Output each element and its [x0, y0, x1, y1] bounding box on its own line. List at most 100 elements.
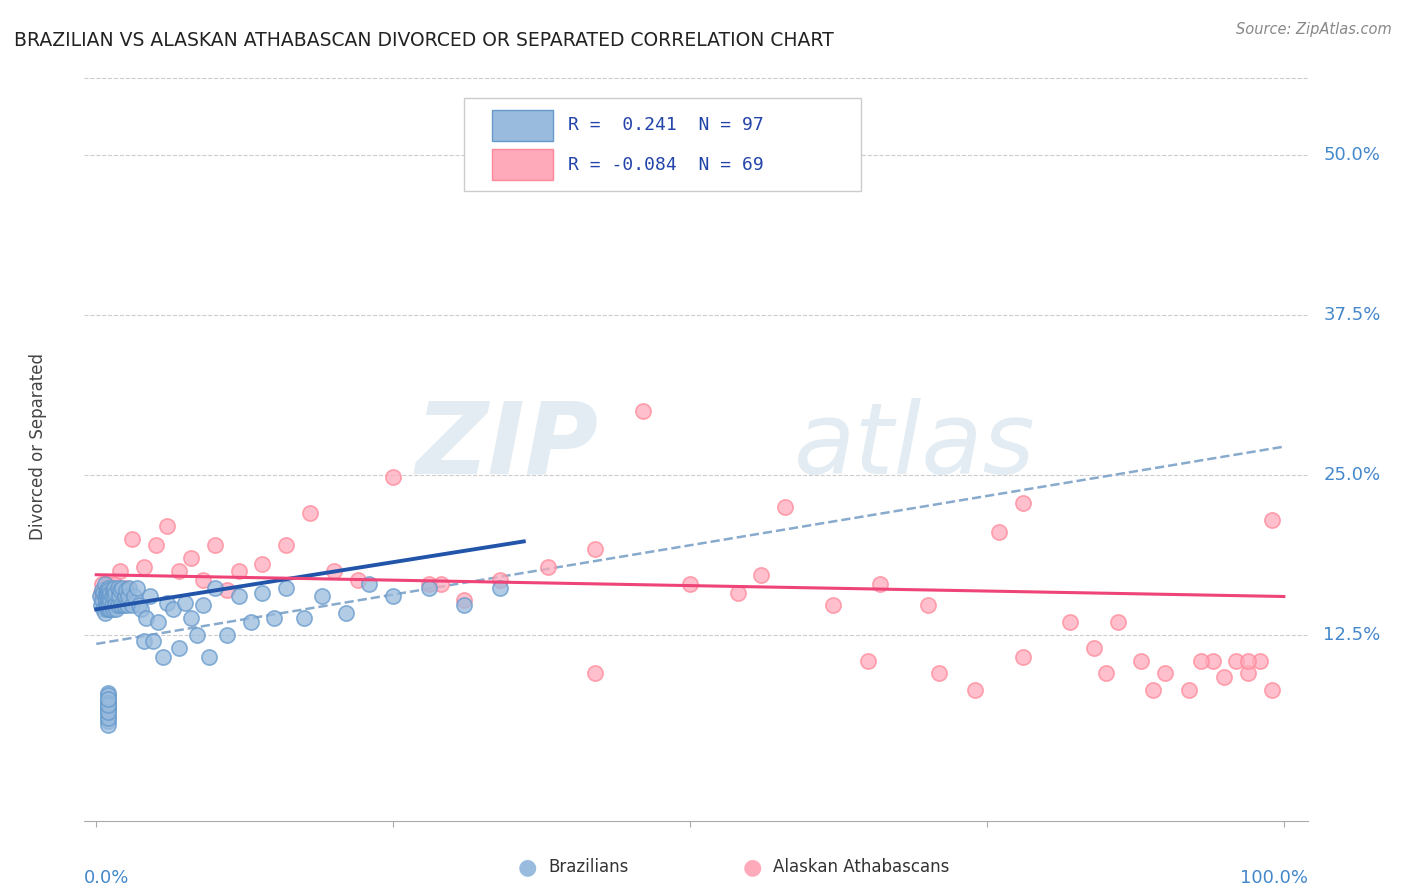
Point	[917, 599, 939, 613]
Point	[117, 590, 139, 604]
Point	[93, 590, 115, 604]
Point	[1261, 513, 1284, 527]
Point	[97, 714, 120, 728]
Text: 37.5%: 37.5%	[1323, 306, 1381, 324]
Point	[489, 573, 512, 587]
Point	[97, 708, 120, 723]
Point	[115, 583, 138, 598]
Point	[96, 602, 118, 616]
Point	[1189, 654, 1212, 668]
Point	[90, 585, 112, 599]
Bar	[492, 149, 553, 180]
Point	[1107, 615, 1129, 629]
Point	[215, 628, 238, 642]
Text: Alaskan Athabascans: Alaskan Athabascans	[773, 858, 949, 876]
Point	[276, 581, 298, 595]
Point	[111, 581, 134, 595]
Point	[156, 596, 179, 610]
Point	[382, 470, 405, 484]
Point	[536, 560, 558, 574]
Point	[156, 519, 179, 533]
Point	[1178, 683, 1201, 698]
Point	[97, 717, 120, 731]
Point	[1142, 683, 1164, 698]
Point	[90, 599, 112, 613]
Point	[749, 567, 772, 582]
Point	[101, 583, 124, 598]
Point	[1154, 666, 1177, 681]
Point	[93, 576, 115, 591]
Point	[186, 628, 208, 642]
Text: ZIP: ZIP	[415, 398, 598, 494]
Point	[100, 585, 122, 599]
Point	[252, 585, 274, 599]
Point	[97, 705, 120, 719]
Point	[346, 573, 368, 587]
Point	[98, 583, 121, 598]
Point	[162, 602, 184, 616]
Point	[169, 564, 191, 578]
Point	[1011, 496, 1033, 510]
Point	[418, 576, 440, 591]
Point	[1130, 654, 1153, 668]
Point	[97, 692, 120, 706]
Point	[93, 585, 115, 599]
Point	[107, 581, 129, 595]
Point	[112, 599, 135, 613]
Point	[97, 705, 120, 719]
Point	[132, 634, 155, 648]
Point	[100, 599, 122, 613]
Point	[382, 590, 405, 604]
Point	[1237, 666, 1260, 681]
Point	[146, 615, 169, 629]
Point	[821, 599, 844, 613]
Point	[97, 602, 120, 616]
Point	[115, 599, 138, 613]
Text: Brazilians: Brazilians	[548, 858, 628, 876]
Point	[91, 583, 114, 598]
Point	[96, 590, 118, 604]
Point	[298, 506, 321, 520]
Point	[169, 640, 191, 655]
Point	[292, 611, 315, 625]
Text: 100.0%: 100.0%	[1240, 870, 1308, 888]
Point	[138, 590, 160, 604]
Point	[110, 599, 132, 613]
Point	[94, 593, 117, 607]
Point	[191, 599, 214, 613]
Point	[91, 576, 114, 591]
Point	[97, 701, 120, 715]
FancyBboxPatch shape	[464, 97, 860, 191]
Point	[1094, 666, 1116, 681]
Point	[103, 576, 125, 591]
Point	[93, 593, 115, 607]
Point	[94, 581, 117, 595]
Point	[429, 576, 451, 591]
Point	[773, 500, 796, 514]
Text: Divorced or Separated: Divorced or Separated	[30, 352, 46, 540]
Point	[100, 602, 122, 616]
Point	[215, 583, 238, 598]
Point	[97, 581, 120, 595]
Point	[145, 538, 167, 552]
Point	[105, 602, 128, 616]
Point	[97, 599, 120, 613]
Point	[108, 564, 131, 578]
Point	[104, 599, 127, 613]
Point	[987, 525, 1010, 540]
Point	[453, 593, 475, 607]
Point	[228, 590, 250, 604]
Point	[963, 683, 986, 698]
Point	[93, 602, 115, 616]
Point	[239, 615, 262, 629]
Point	[928, 666, 950, 681]
Point	[97, 593, 120, 607]
Point	[1225, 654, 1247, 668]
Point	[276, 538, 298, 552]
Point	[1201, 654, 1223, 668]
Point	[97, 590, 120, 604]
Point	[1213, 670, 1236, 684]
Bar	[492, 110, 553, 141]
Point	[631, 404, 654, 418]
Text: 12.5%: 12.5%	[1323, 626, 1381, 644]
